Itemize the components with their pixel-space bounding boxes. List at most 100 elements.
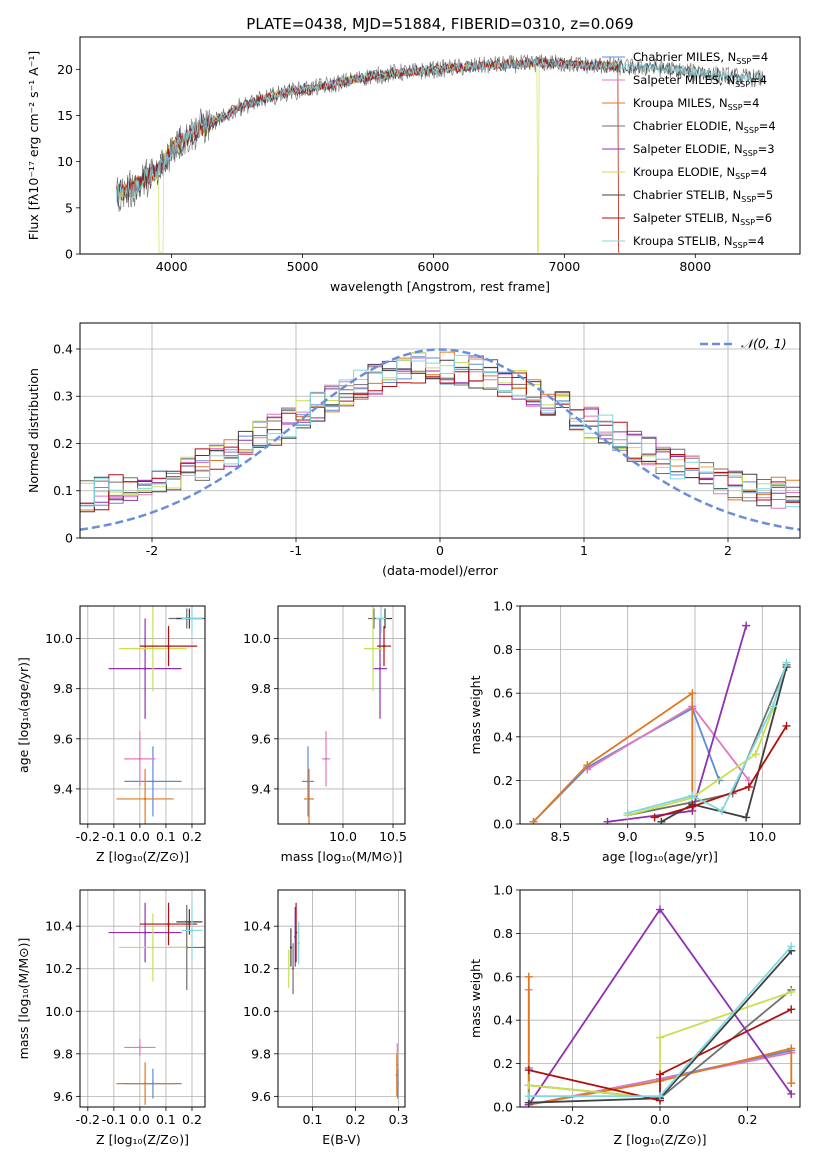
data-point [167,922,170,926]
legend-nssp-subscript: SSP [744,126,759,135]
x-axis-label: E(B-V) [322,1132,361,1147]
x-axis-label: Z [log₁₀(Z/Z⊙)] [614,1132,707,1147]
legend-label: Salpeter STELIB [633,211,724,225]
x-axis-label: Z [log₁₀(Z/Z⊙)] [96,1132,189,1147]
y-tick-label: 10.0 [45,1004,73,1019]
legend-nssp-subscript: SSP [740,218,755,227]
y-tick-label: 0.0 [493,817,513,832]
y-tick-label: 0.2 [493,1056,513,1071]
legend-nssp-prefix: , N [727,142,743,156]
weight-line-kroupa-elodie [627,708,774,817]
axes-frame [79,36,801,255]
plus-marker [717,806,726,815]
plus-marker [524,972,533,981]
y-tick-label: 0.4 [53,341,73,356]
legend-nssp-prefix: , N [719,165,735,179]
data-point [297,941,300,945]
x-tick-label: 0.2 [346,1112,366,1127]
y-tick-label: 10.4 [243,919,271,934]
plus-marker [583,761,592,770]
plus-marker [688,791,697,800]
x-tick-label: 1 [580,543,588,558]
y-tick-label: 10.2 [243,961,271,976]
plus-marker [787,1005,796,1014]
plus-marker [524,1066,533,1075]
x-tick-label: 10.0 [748,829,776,844]
data-point [379,617,383,620]
x-tick-label: 8000 [679,259,711,274]
x-tick-label: -0.1 [102,829,126,844]
legend-nssp-value: =4 [751,50,768,64]
x-tick-label: 2 [724,543,732,558]
y-tick-label: 9.6 [53,1089,73,1104]
plus-marker [744,782,753,791]
legend-nssp-prefix: , N [719,73,735,87]
residuals-plot-area [80,348,800,538]
mass_vs_Z-plot-area [108,900,205,1105]
data-point [138,757,142,761]
y-tick-label: 0.6 [493,686,513,701]
plus-marker [529,817,538,824]
x-axis-label: (data-model)/error [382,563,499,578]
legend-label: Salpeter MILES [633,73,719,87]
figure-title: PLATE=0438, MJD=51884, FIBERID=0310, z=0… [246,15,633,33]
axes-frame [277,889,406,1108]
data-point [382,644,386,648]
plus-marker [688,689,697,698]
plus-marker [742,813,751,822]
y-tick-label: 9.8 [251,681,271,696]
data-point [143,931,147,934]
plus-marker [603,817,612,824]
plus-marker [787,1079,796,1088]
weight-line-salpeter-stelib [654,725,788,819]
y-tick-label: 0.3 [53,389,73,404]
legend-nssp-subscript: SSP [741,195,756,204]
y-tick-label: 0.8 [493,642,513,657]
y-tick-label: 9.8 [53,681,73,696]
axes-frame [79,605,206,825]
spectrum-panel: 4000 5000 6000 7000 8000 0 5 10 15 20 wavelength [… [26,36,801,294]
legend-nssp-subscript: SSP [728,103,743,112]
x-tick-label: 0.0 [130,1112,150,1127]
weight-line-kroupa-elodie [528,991,792,1100]
y-tick-label: 9.6 [53,731,73,746]
x-tick-label: 5000 [287,259,319,274]
data-point [291,967,295,970]
data-point [371,647,375,650]
x-axis-label: wavelength [Angstrom, rest frame] [330,279,550,294]
y-tick-label: 10.0 [45,631,73,646]
plus-marker [657,817,666,824]
plus-marker [688,802,697,811]
y-tick-label: 1.0 [493,883,513,898]
y-tick-label: 10.0 [243,631,271,646]
x-axis-label: mass [log₁₀(M/M⊙)] [281,849,403,864]
plus-marker [656,1092,664,1101]
data-point [143,667,147,670]
x-tick-label: 10.5 [379,829,407,844]
plus-marker [782,658,791,667]
weight-line-salpeter-miles [586,705,750,781]
legend-nssp-value: =4 [748,234,765,248]
legend-nssp-prefix: , N [712,96,728,110]
legend-entry: Salpeter ELODIE, NSSP=3 [633,142,775,158]
x-tick-label: 8.5 [550,829,570,844]
y-tick-label: 1.0 [493,599,513,614]
x-tick-label: 0.3 [389,1112,409,1127]
x-tick-label: 0.2 [182,1112,202,1127]
spectrum-line-chabrier-stelib [116,55,764,207]
data-point [151,780,155,783]
legend-entry: Chabrier ELODIE, NSSP=4 [633,119,776,135]
y-axis-label: Normed distribution [26,368,41,493]
x-tick-label: -0.2 [560,1112,584,1127]
plus-marker [623,809,632,818]
plus-marker [787,942,796,951]
x-tick-label: 0.1 [156,1112,176,1127]
legend-nssp-prefix: , N [728,119,744,133]
plus-marker [751,750,760,759]
data-point [395,1073,399,1077]
y-tick-label: 9.8 [251,1046,271,1061]
x-axis-label: age [log₁₀(age/yr)] [602,849,718,864]
legend-nssp-value: =4 [759,119,776,133]
weights_vs_Z-panel: -0.2 0.0 0.2 0.0 0.2 0.4 0.6 0.8 1.0 Z [log₁₀(Z/Z… [468,883,801,1147]
data-point [287,967,290,970]
